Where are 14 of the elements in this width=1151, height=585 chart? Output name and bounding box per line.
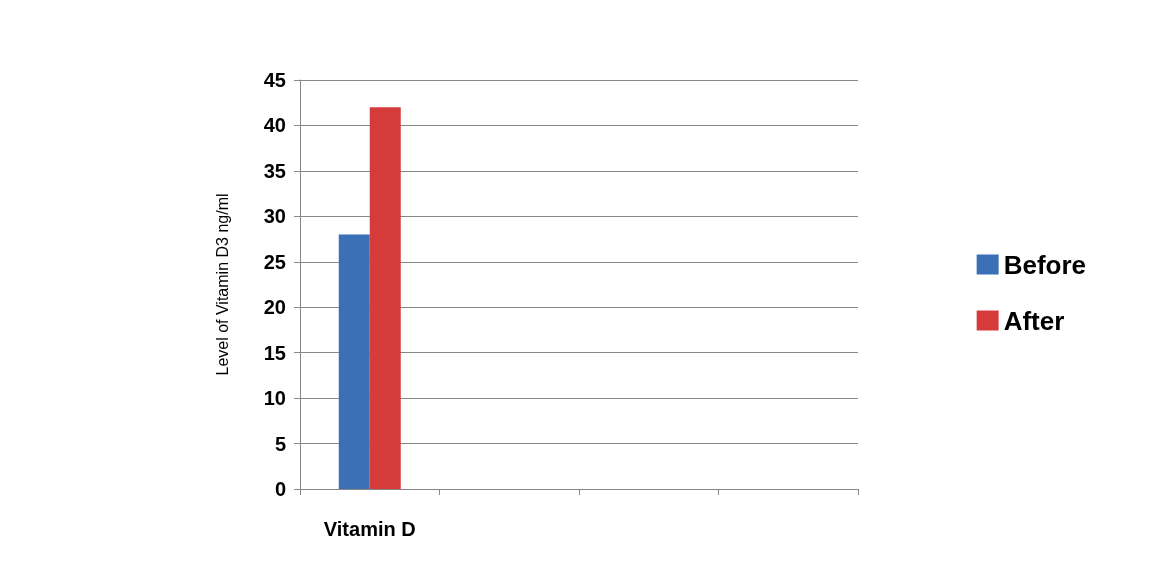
y-tick-label: 40 — [263, 114, 286, 137]
x-tick-label: Vitamin D — [323, 518, 416, 540]
y-axis-title: Level of Vitamin D3 ng/ml — [213, 193, 231, 376]
y-tick-label: 25 — [263, 250, 286, 273]
y-tick-label: 10 — [263, 387, 286, 410]
y-tick-label: 5 — [274, 432, 286, 455]
y-tick-label: 30 — [263, 205, 286, 228]
y-tick-label: 15 — [263, 341, 286, 364]
y-tick-label: 35 — [263, 159, 286, 182]
legend-label: Before — [1003, 249, 1086, 280]
y-tick-label: 45 — [263, 69, 286, 91]
legend-label: After — [1003, 305, 1065, 336]
y-tick-label: 20 — [263, 296, 286, 319]
y-tick-label: 0 — [274, 478, 286, 500]
